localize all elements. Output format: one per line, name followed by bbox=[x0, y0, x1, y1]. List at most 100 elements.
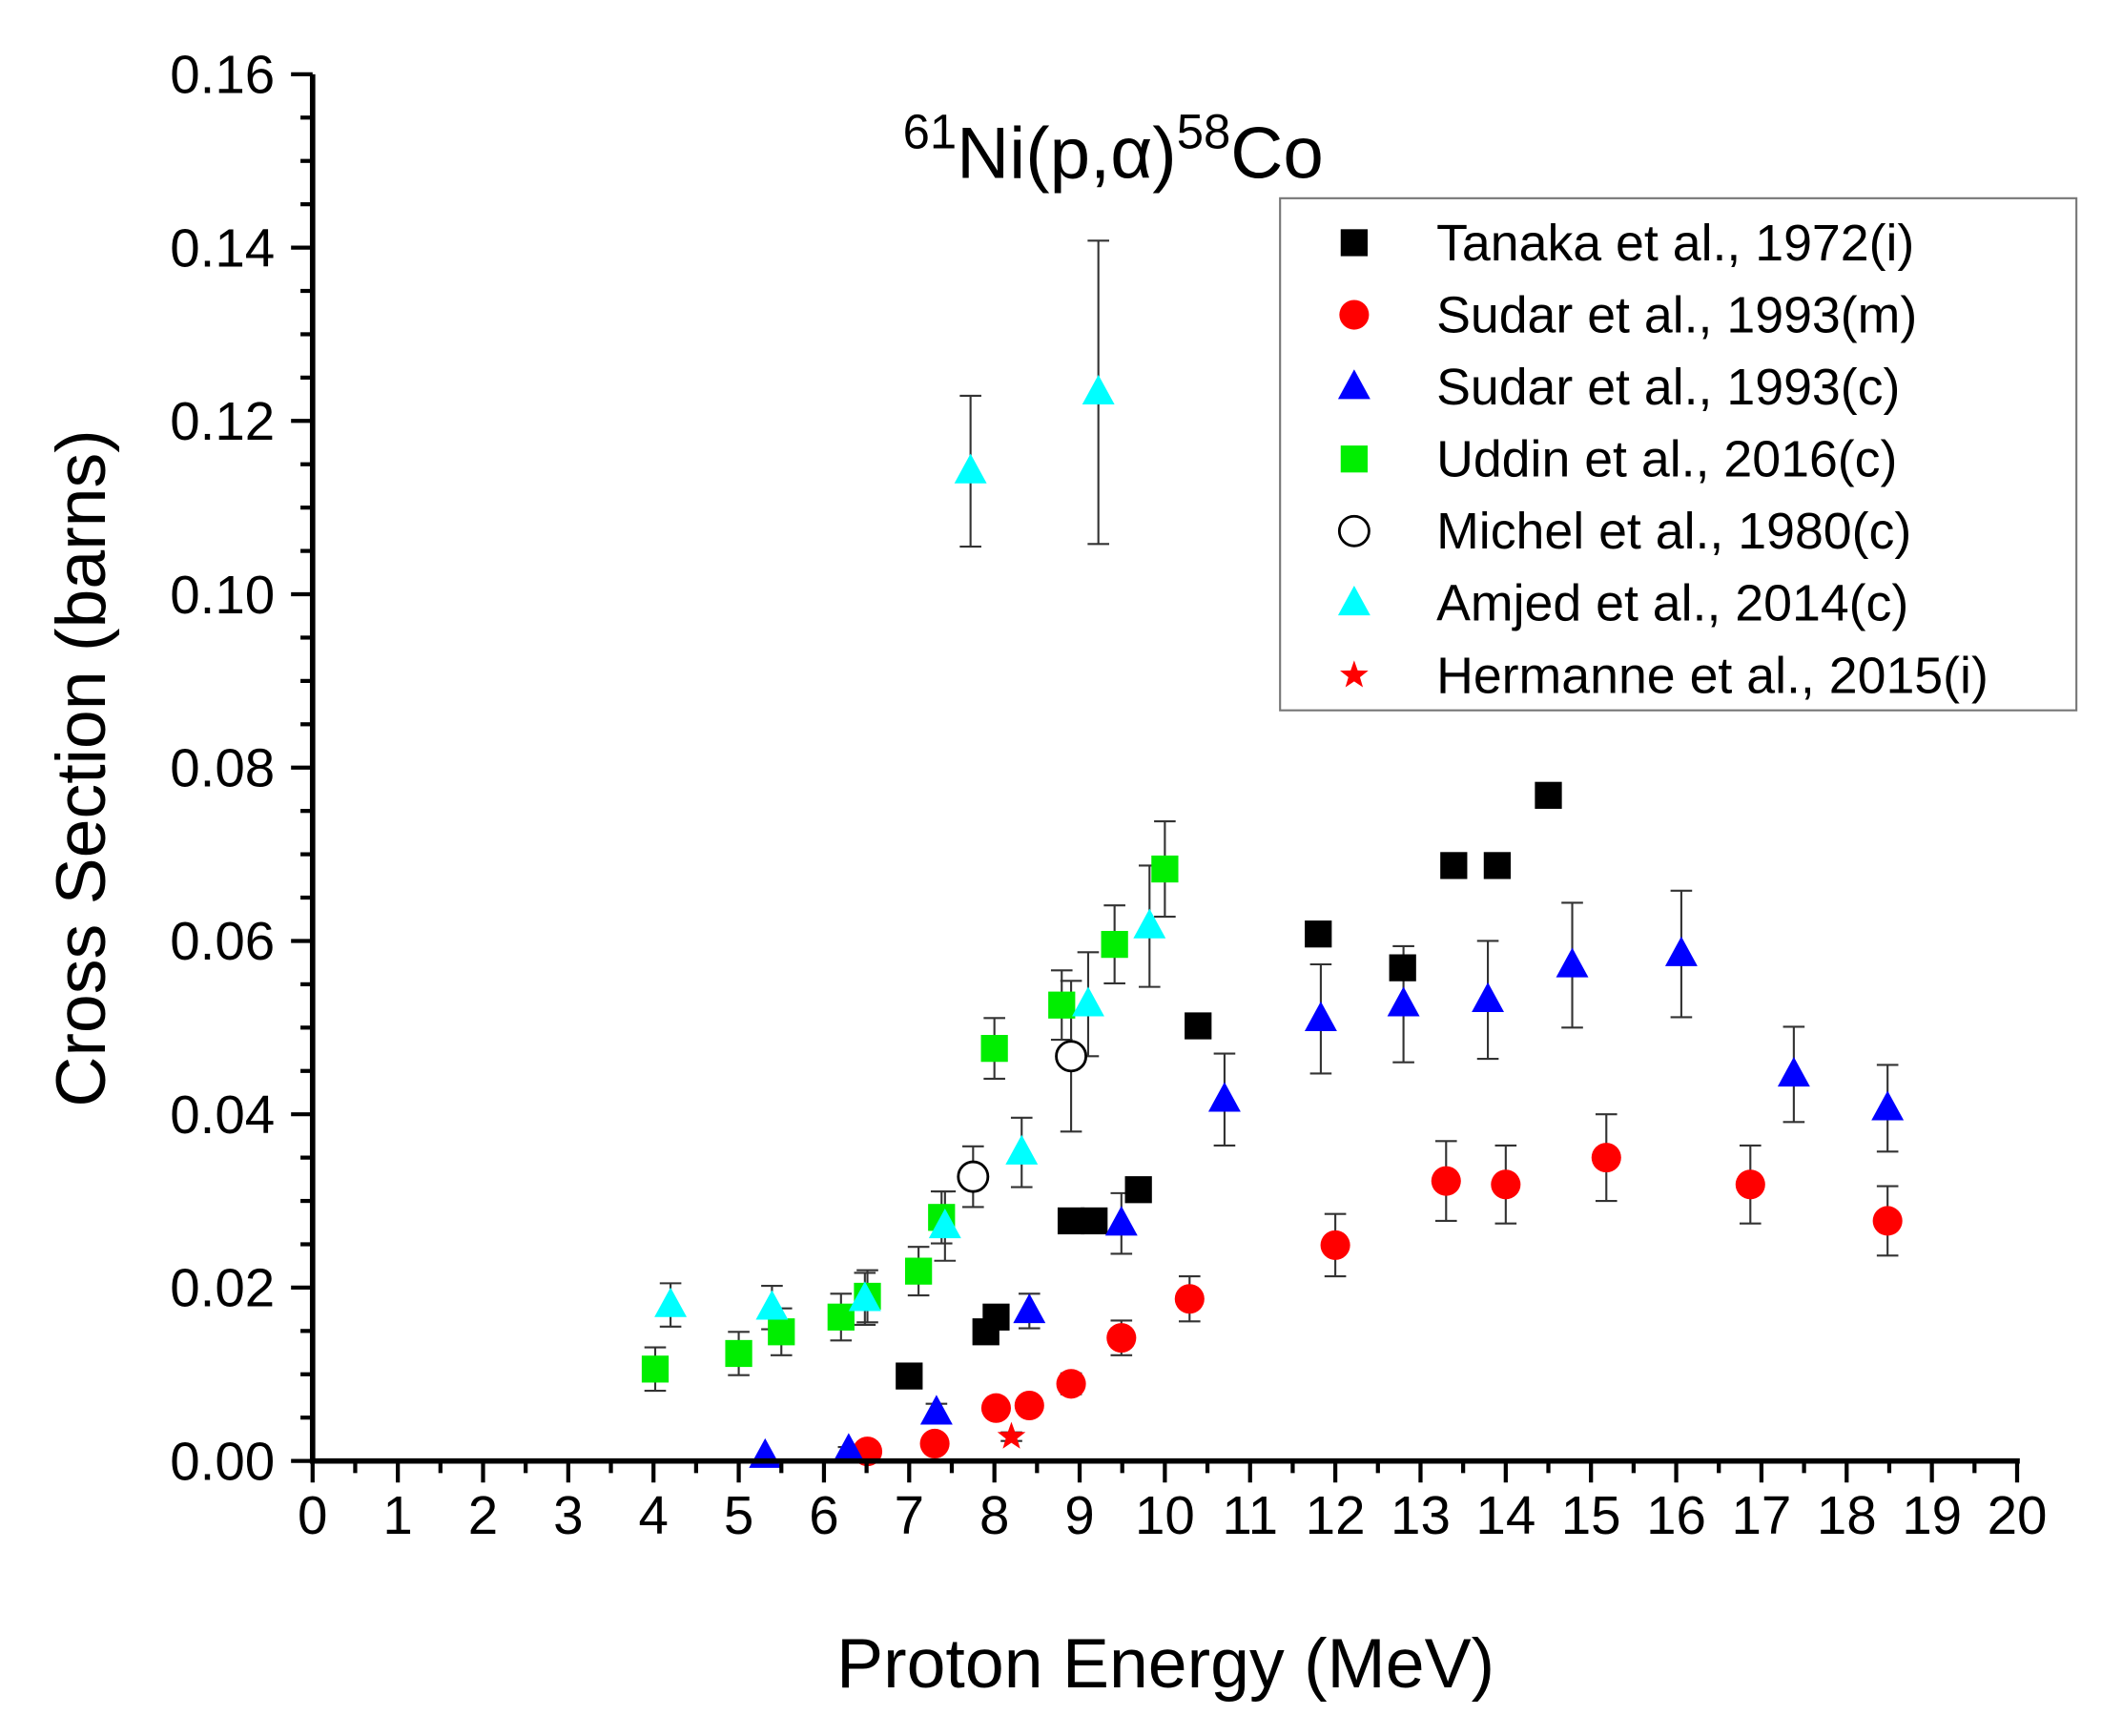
legend-marker-2 bbox=[1337, 369, 1370, 400]
x-tick-label: 0 bbox=[298, 1485, 327, 1545]
point-amjed-5 bbox=[848, 1281, 881, 1312]
point-uddin-3 bbox=[905, 1257, 933, 1285]
point-tanaka-0 bbox=[1057, 1207, 1085, 1235]
chart-title: 61Ni(p,α)58Co bbox=[903, 105, 1324, 195]
point-sudar-2 bbox=[1472, 982, 1505, 1012]
point-amjed-5 bbox=[928, 1209, 961, 1239]
point-tanaka-0 bbox=[1535, 781, 1562, 809]
point-uddin-3 bbox=[1151, 855, 1179, 883]
point-tanaka-0 bbox=[896, 1362, 923, 1390]
y-tick-label: 0.08 bbox=[170, 738, 275, 798]
x-tick-label: 14 bbox=[1475, 1485, 1535, 1545]
point-sudar-1 bbox=[1056, 1369, 1086, 1399]
title-sup-61: 61 bbox=[903, 105, 958, 159]
y-tick-label: 0.10 bbox=[170, 565, 275, 625]
point-sudar-2 bbox=[1104, 1206, 1138, 1236]
point-michel-4 bbox=[957, 1160, 990, 1193]
x-tick-label: 19 bbox=[1902, 1485, 1962, 1545]
point-sudar-2 bbox=[919, 1395, 953, 1425]
x-tick-label: 6 bbox=[809, 1485, 838, 1545]
x-tick-label: 9 bbox=[1064, 1485, 1094, 1545]
point-amjed-5 bbox=[954, 453, 987, 484]
point-tanaka-0 bbox=[1305, 920, 1332, 948]
point-sudar-2 bbox=[1207, 1082, 1241, 1112]
point-amjed-5 bbox=[1133, 908, 1166, 939]
point-tanaka-0 bbox=[1440, 852, 1468, 879]
legend-marker-4 bbox=[1337, 514, 1370, 548]
x-tick-label: 11 bbox=[1222, 1485, 1278, 1545]
point-uddin-3 bbox=[725, 1339, 752, 1368]
y-tick-label: 0.00 bbox=[170, 1431, 275, 1491]
legend-label: Amjed et al., 2014(c) bbox=[1436, 575, 1908, 632]
legend-box bbox=[1279, 196, 2078, 712]
legend-marker-6 bbox=[1340, 660, 1369, 688]
point-sudar-2 bbox=[1664, 936, 1698, 966]
point-sudar-2 bbox=[1777, 1057, 1810, 1087]
point-amjed-5 bbox=[654, 1287, 688, 1317]
y-tick-label: 0.02 bbox=[170, 1258, 275, 1318]
point-tanaka-0 bbox=[1483, 852, 1512, 879]
point-uddin-3 bbox=[1101, 930, 1128, 959]
x-tick-label: 4 bbox=[638, 1485, 668, 1545]
x-tick-label: 5 bbox=[724, 1485, 753, 1545]
x-tick-label: 15 bbox=[1561, 1485, 1621, 1545]
point-sudar-1 bbox=[919, 1428, 950, 1459]
point-tanaka-0 bbox=[982, 1303, 1010, 1331]
point-tanaka-0 bbox=[1124, 1176, 1152, 1204]
point-amjed-5 bbox=[1005, 1134, 1039, 1165]
x-tick-label: 1 bbox=[382, 1485, 412, 1545]
point-uddin-3 bbox=[641, 1355, 670, 1383]
y-tick-label: 0.04 bbox=[170, 1085, 275, 1145]
title-end: Co bbox=[1230, 114, 1324, 195]
x-tick-label: 16 bbox=[1646, 1485, 1706, 1545]
point-michel-4 bbox=[1055, 1040, 1088, 1073]
point-sudar-1 bbox=[1491, 1169, 1521, 1200]
x-tick-label: 18 bbox=[1817, 1485, 1877, 1545]
legend-label: Uddin et al., 2016(c) bbox=[1436, 431, 1897, 488]
point-sudar-2 bbox=[832, 1433, 865, 1463]
point-sudar-1 bbox=[1591, 1143, 1621, 1173]
point-tanaka-0 bbox=[1389, 954, 1416, 982]
point-sudar-2 bbox=[1871, 1090, 1905, 1121]
point-sudar-2 bbox=[1304, 1001, 1337, 1031]
x-tick-label: 3 bbox=[553, 1485, 583, 1545]
point-amjed-5 bbox=[1082, 374, 1115, 405]
point-uddin-3 bbox=[827, 1303, 855, 1331]
legend-label: Tanaka et al., 1972(i) bbox=[1436, 215, 1914, 272]
data-markers bbox=[641, 374, 1905, 1468]
y-axis-label: Cross Section (barns) bbox=[41, 429, 120, 1106]
point-hermanne-6 bbox=[997, 1421, 1026, 1449]
point-sudar-1 bbox=[1735, 1169, 1765, 1200]
y-tick-label: 0.16 bbox=[170, 45, 275, 105]
legend-label: Hermanne et al., 2015(i) bbox=[1436, 647, 1989, 704]
legend-marker-5 bbox=[1337, 586, 1370, 616]
point-uddin-3 bbox=[768, 1318, 795, 1346]
legend-marker-0 bbox=[1340, 229, 1369, 257]
x-tick-label: 20 bbox=[1988, 1485, 2048, 1545]
point-sudar-1 bbox=[1431, 1166, 1461, 1196]
axes: 0 1 2 3 4 5 6 7 8 9 10 11 12 13 14 15 16 17 18 19 200.000.02… bbox=[170, 45, 2047, 1545]
x-tick-label: 17 bbox=[1731, 1485, 1791, 1545]
point-sudar-1 bbox=[1014, 1390, 1044, 1421]
x-tick-label: 13 bbox=[1391, 1485, 1451, 1545]
x-tick-label: 2 bbox=[468, 1485, 498, 1545]
point-tanaka-0 bbox=[1081, 1207, 1108, 1235]
point-sudar-1 bbox=[1174, 1284, 1205, 1314]
x-tick-label: 12 bbox=[1306, 1485, 1366, 1545]
x-tick-label: 8 bbox=[979, 1485, 1009, 1545]
legend-label: Michel et al., 1980(c) bbox=[1436, 503, 1911, 560]
point-sudar-1 bbox=[1872, 1206, 1903, 1236]
x-tick-label: 7 bbox=[895, 1485, 924, 1545]
point-tanaka-0 bbox=[1185, 1012, 1212, 1040]
x-tick-label: 10 bbox=[1135, 1485, 1195, 1545]
y-tick-label: 0.06 bbox=[170, 911, 275, 971]
legend-marker-3 bbox=[1340, 445, 1369, 473]
y-tick-label: 0.12 bbox=[170, 391, 275, 451]
legend-label: Sudar et al., 1993(m) bbox=[1436, 286, 1917, 343]
legend: Tanaka et al., 1972(i) Sudar et al., 1993… bbox=[1279, 196, 2078, 712]
point-amjed-5 bbox=[1072, 986, 1104, 1017]
title-main: Ni(p,α) bbox=[957, 114, 1177, 195]
point-sudar-1 bbox=[1106, 1323, 1137, 1354]
point-sudar-2 bbox=[1387, 986, 1420, 1017]
